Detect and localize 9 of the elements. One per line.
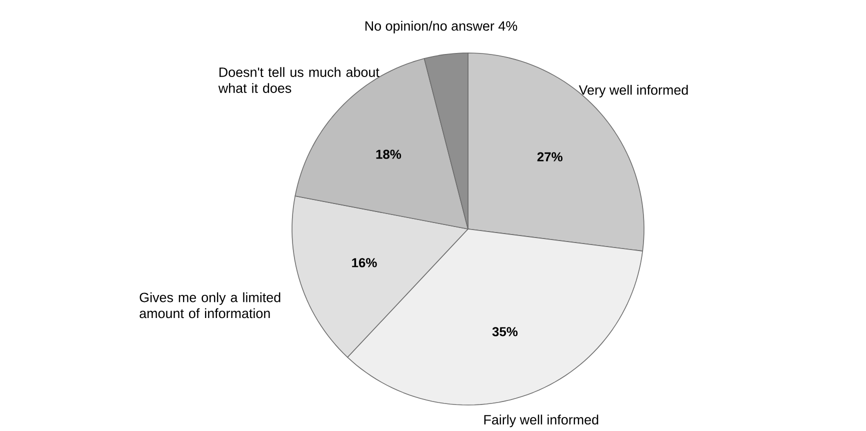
slice-label: Gives me only a limited amount of information — [140, 292, 280, 318]
data-label: 16% — [352, 258, 377, 268]
slice-label: Doesn't tell us much about what it does — [218, 67, 380, 94]
slice-label: Fairly well informed — [484, 414, 598, 428]
data-label: 27% — [537, 152, 562, 162]
slice-label: Very well informed — [578, 85, 688, 98]
slice-label: No opinion/no answer 4% — [365, 21, 518, 34]
data-label: 18% — [376, 150, 402, 160]
data-label: 35% — [492, 327, 518, 336]
